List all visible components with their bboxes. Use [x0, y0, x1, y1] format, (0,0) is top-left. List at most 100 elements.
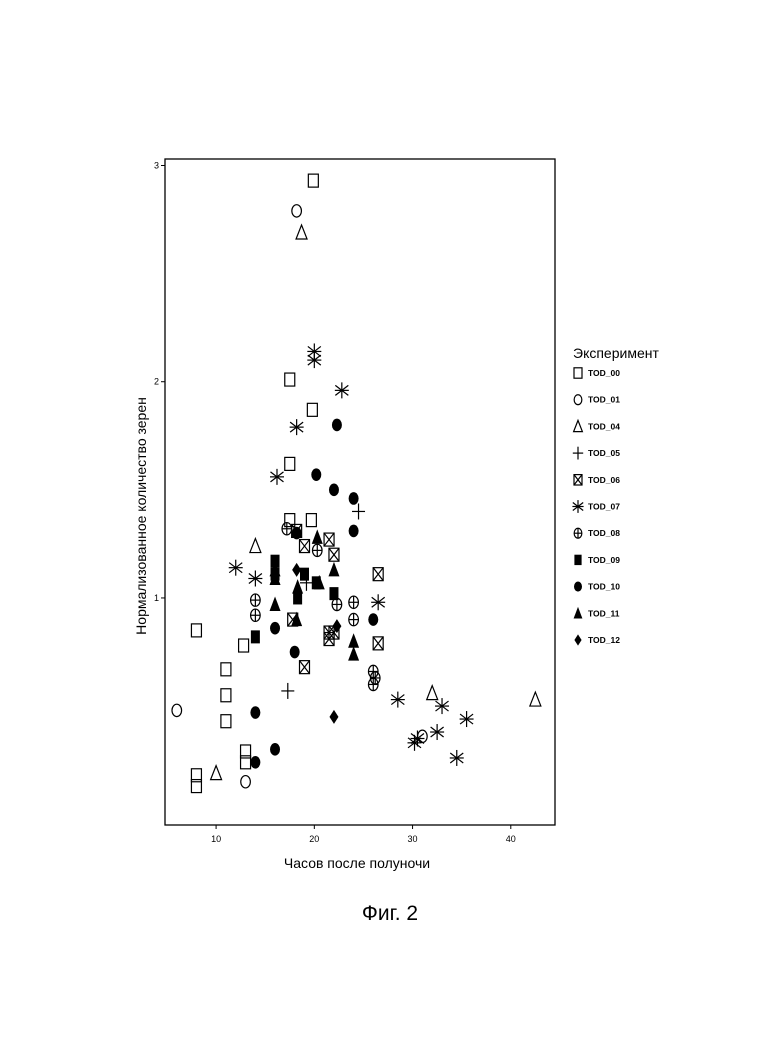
y-axis-title: Нормализованное количество зерен [133, 397, 149, 635]
data-point [391, 692, 405, 708]
legend-label: TOD_10 [588, 582, 620, 592]
data-point [370, 672, 380, 684]
data-point [373, 568, 383, 581]
data-point [427, 686, 438, 700]
data-point [329, 710, 338, 724]
data-point [241, 776, 251, 788]
legend-marker [572, 500, 583, 513]
legend-label: TOD_11 [588, 608, 620, 618]
figure-caption: Фиг. 2 [362, 902, 418, 925]
data-point [221, 663, 231, 676]
legend-marker [574, 395, 582, 405]
data-point [270, 469, 284, 485]
legend-marker [574, 582, 582, 592]
legend-item: TOD_04 [574, 420, 621, 431]
data-point [349, 492, 359, 505]
data-point [307, 403, 317, 416]
data-point [348, 646, 359, 661]
x-tick-label: 20 [309, 834, 319, 844]
data-point [300, 568, 309, 581]
data-point [248, 570, 262, 586]
data-point [251, 630, 260, 643]
legend-label: TOD_05 [588, 448, 620, 458]
data-point [349, 525, 359, 538]
data-point [285, 457, 295, 470]
data-point [308, 174, 318, 187]
legend-item: TOD_06 [574, 475, 620, 485]
series-tod-01 [172, 205, 427, 788]
data-point [349, 596, 359, 608]
data-point [312, 544, 322, 556]
data-point [335, 382, 349, 398]
data-point [285, 373, 295, 386]
data-point [348, 633, 359, 648]
data-point [371, 594, 385, 610]
legend-marker [574, 555, 581, 565]
legend-label: TOD_06 [588, 475, 620, 485]
data-point [290, 646, 300, 659]
data-point [332, 419, 342, 432]
legend-marker [574, 368, 582, 378]
series-tod-04 [211, 225, 541, 780]
y-tick-label: 1 [154, 593, 159, 603]
data-point [311, 468, 321, 481]
data-point [282, 523, 292, 535]
data-point [312, 529, 323, 544]
data-point [221, 715, 231, 728]
data-point [270, 596, 281, 611]
data-point [328, 562, 339, 577]
legend-label: TOD_09 [588, 555, 620, 565]
data-point [191, 624, 201, 637]
legend-marker [574, 634, 581, 645]
data-point [251, 609, 261, 621]
data-point [373, 637, 383, 650]
data-point [450, 750, 464, 766]
x-tick-label: 30 [408, 834, 418, 844]
legend-item: TOD_01 [574, 395, 620, 405]
data-point [270, 743, 280, 756]
series-tod-00 [191, 174, 318, 792]
data-point [418, 730, 428, 742]
data-point [281, 683, 294, 699]
plot-frame [165, 159, 555, 825]
legend-label: TOD_08 [588, 528, 620, 538]
x-tick-label: 10 [211, 834, 221, 844]
data-point [172, 704, 182, 716]
data-point [368, 613, 378, 626]
data-point [239, 639, 249, 652]
data-point [435, 698, 449, 714]
y-tick-label: 3 [154, 160, 159, 170]
data-point [250, 706, 260, 719]
data-point [292, 579, 303, 594]
data-point [352, 503, 365, 519]
x-axis-title: Часов после полуночи [284, 855, 430, 871]
data-point [211, 766, 222, 780]
data-point [430, 724, 444, 740]
legend-item: TOD_05 [573, 447, 620, 460]
legend-item: TOD_10 [574, 582, 620, 592]
series-tod-11 [270, 529, 360, 660]
legend-label: TOD_04 [588, 421, 620, 431]
data-marks [172, 174, 541, 792]
data-point [349, 613, 359, 625]
data-point [530, 692, 541, 706]
legend-marker [574, 475, 582, 485]
data-point [229, 560, 243, 576]
data-point [270, 622, 280, 635]
legend-label: TOD_01 [588, 395, 620, 405]
legend-title: Эксперимент [573, 345, 659, 361]
legend-item: TOD_09 [574, 555, 620, 565]
data-point [292, 527, 302, 540]
legend-item: TOD_12 [574, 634, 620, 645]
legend: TOD_00TOD_01TOD_04TOD_05TOD_06TOD_07TOD_… [572, 368, 620, 646]
data-point [299, 540, 309, 553]
data-point [292, 563, 301, 577]
data-point [290, 419, 304, 435]
data-point [299, 661, 309, 674]
data-point [324, 533, 334, 546]
data-point [251, 594, 261, 606]
legend-label: TOD_07 [588, 502, 620, 512]
data-point [460, 711, 474, 727]
data-point [250, 539, 261, 553]
